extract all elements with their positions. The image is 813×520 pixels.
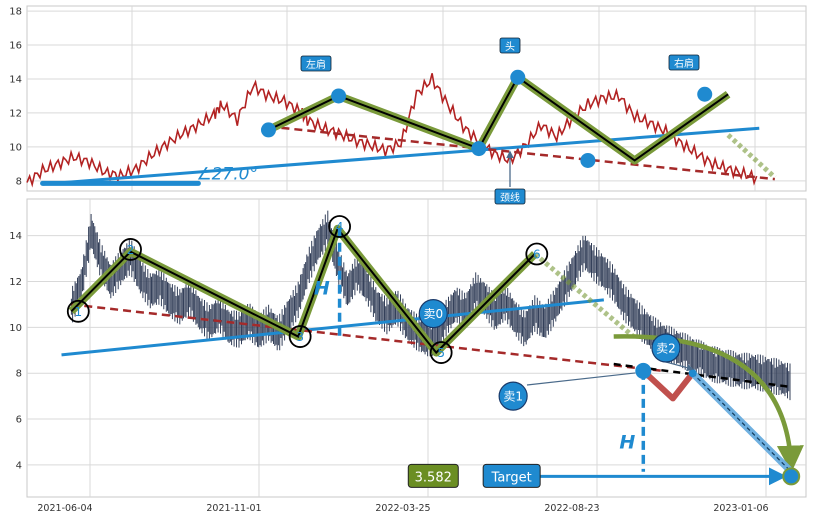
bottom-panel-marks: H H 1 2 3 4 5 6 卖0 卖1 卖2 3.582 Target [61, 210, 804, 488]
pattern-number-circle [288, 325, 312, 348]
y-tick-label: 18 [9, 7, 22, 18]
x-tick-label: 2023-01-06 [713, 503, 768, 514]
projection-arrow [613, 334, 804, 473]
sell0-bubble [418, 299, 448, 329]
pattern-number-circle [66, 299, 90, 323]
target-value-box [407, 463, 459, 488]
pattern-line [70, 226, 536, 355]
sell1-label: 卖1 [503, 390, 523, 404]
pattern-number-label: 3 [296, 330, 304, 344]
y-tick-label: 10 [9, 142, 22, 153]
neckline [268, 125, 775, 181]
pattern-marker [331, 88, 347, 104]
pattern-number-label: 6 [533, 248, 541, 262]
target-path-core [692, 372, 792, 473]
x-tick-label: 2022-08-23 [544, 503, 599, 514]
pattern-number-label: 1 [74, 305, 82, 319]
sell2-point [688, 369, 697, 378]
annotation-box [300, 55, 332, 72]
pattern-marker [471, 141, 487, 157]
y-tick-label: 8 [16, 369, 22, 380]
price-line [26, 73, 758, 188]
sell1-point [635, 362, 652, 379]
y-tick-label: 14 [9, 231, 22, 242]
x-tick-label: 2021-06-04 [37, 503, 92, 514]
pattern-number-circle [525, 242, 549, 266]
pattern-number-circle [119, 238, 142, 261]
x-tick-label: 2022-03-25 [375, 503, 430, 514]
pattern-line [268, 75, 729, 162]
top-panel: 8 10 12 14 16 18 [9, 5, 807, 192]
sell0-label: 卖0 [423, 307, 443, 321]
pattern-number-circle [429, 341, 453, 364]
pattern-tail [533, 252, 636, 339]
y-tick-label: 8 [16, 176, 22, 187]
pattern-marker [260, 122, 276, 138]
annotation-label: 颈线 [500, 191, 520, 204]
sell1-pointer [526, 372, 636, 386]
annotation-label: 右肩 [674, 57, 694, 70]
trend-line [61, 298, 605, 357]
y-tick-label: 10 [9, 323, 22, 334]
sell2-bubble [651, 333, 681, 363]
y-tick-label: 14 [9, 74, 22, 85]
pattern-marker [510, 69, 526, 85]
y-tick-label: 6 [16, 415, 22, 426]
x-tick-label: 2021-11-01 [206, 503, 261, 514]
neckline [71, 303, 664, 373]
pattern-number-label: 5 [437, 346, 445, 360]
h-label-right: H [619, 431, 635, 453]
annotation-box [668, 54, 700, 71]
target-value-label: 3.582 [415, 470, 452, 485]
pattern-number-circle [328, 215, 351, 238]
h-label-left: H [314, 278, 330, 300]
target-text-label: Target [491, 470, 532, 485]
target-text-box [482, 463, 541, 488]
annotation-box [494, 188, 526, 205]
pattern-number-label: 2 [127, 243, 135, 257]
y-tick-label: 12 [9, 277, 22, 288]
plot-area [26, 5, 807, 192]
y-tick-label: 16 [9, 41, 22, 52]
sell-path [641, 368, 695, 402]
pattern-tail [726, 133, 777, 180]
y-tick-label: 12 [9, 108, 22, 119]
sell2-pointer [665, 361, 694, 372]
annotation-label: 左肩 [306, 58, 326, 71]
target-marker [782, 467, 801, 486]
y-tick-label: 4 [16, 460, 22, 471]
pattern-marker [580, 152, 596, 168]
annotation-label: 头 [505, 41, 515, 53]
pattern-number-label: 4 [336, 220, 344, 234]
sell2-label: 卖2 [656, 342, 676, 356]
annotation-box [499, 37, 521, 54]
sell1-bubble [498, 381, 528, 411]
trend-line [42, 126, 760, 186]
pattern-marker [697, 86, 713, 102]
